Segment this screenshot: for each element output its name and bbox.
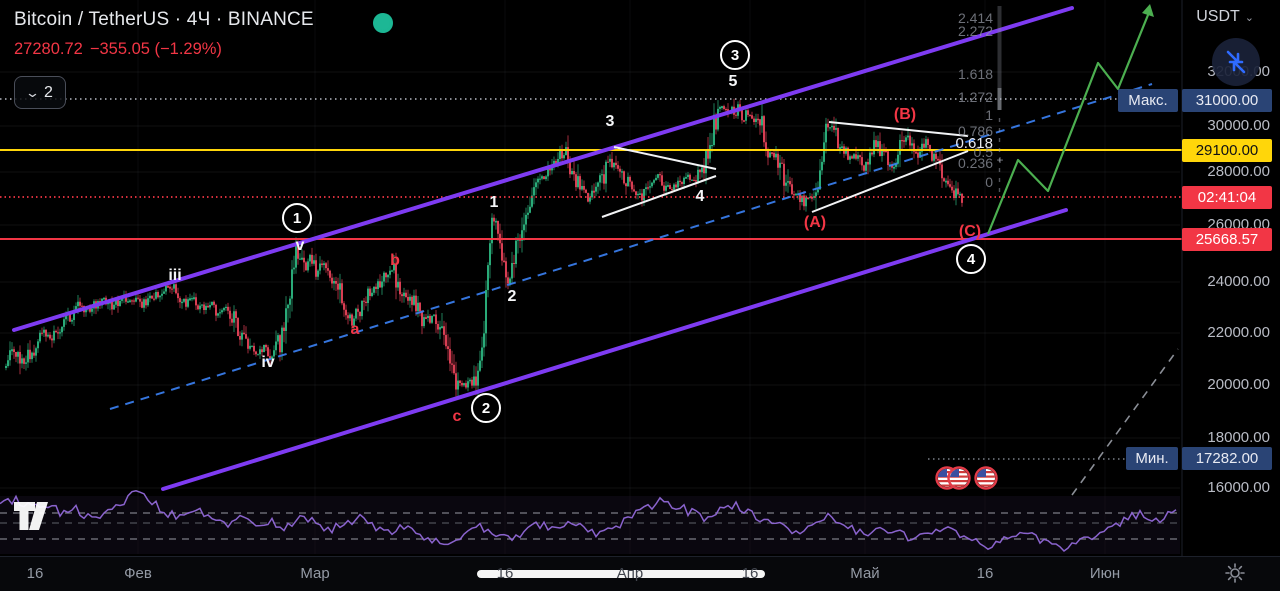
market-status-dot <box>373 13 393 33</box>
economic-event-flag-icon[interactable] <box>935 466 959 490</box>
triangle-lower-line <box>811 150 969 213</box>
elliott-wave-label: (B) <box>893 106 917 123</box>
price-axis-badge: 29100.00 <box>1182 138 1272 162</box>
price-axis-label: 16000.00 <box>1207 479 1270 496</box>
elliott-wave-label: c <box>452 408 462 425</box>
elliott-wave-label: (A) <box>803 214 827 231</box>
green-projection-path <box>986 9 1152 235</box>
green-projection-arrowhead <box>1142 4 1154 17</box>
time-axis-label: 16 <box>741 565 759 582</box>
time-axis-label: 16 <box>26 565 44 582</box>
gray-dashed-trendline <box>1071 348 1179 496</box>
currency-label: USDT <box>1196 8 1240 25</box>
collapse-arrows-icon <box>1226 50 1246 74</box>
elliott-circled-number: 4 <box>956 244 986 274</box>
price-change: −355.05 (−1.29%) <box>89 40 222 58</box>
fib-anchor-handle <box>997 88 1002 110</box>
elliott-wave-label: a <box>350 321 360 338</box>
appearance-sun-icon[interactable] <box>1224 562 1246 584</box>
elliott-wave-label: iv <box>261 354 275 371</box>
elliott-wave-label: 1 <box>489 194 499 211</box>
candle-bodies-down <box>13 104 963 390</box>
time-axis-label: 16 <box>496 565 514 582</box>
time-axis-label: Фев <box>124 565 152 582</box>
candle-wicks-down <box>13 98 963 397</box>
last-price: 27280.72 <box>14 40 83 58</box>
oscillator-pane <box>0 496 1180 554</box>
fib-level-label: 1.272 <box>957 89 993 105</box>
price-axis-label: 22000.00 <box>1207 324 1270 341</box>
price-axis-label: 30000.00 <box>1207 117 1270 134</box>
candle-wicks-up <box>5 100 961 399</box>
economic-event-flag-icon[interactable] <box>947 466 971 490</box>
oscillator-line <box>0 490 1177 552</box>
price-axis-label: 18000.00 <box>1207 429 1270 446</box>
fib-level-label: 0.236 <box>957 155 993 171</box>
triangle-upper-line <box>828 121 969 137</box>
elliott-wave-label: b <box>390 252 400 269</box>
triangle-upper-line <box>613 146 717 170</box>
elliott-wave-label: 5 <box>728 73 738 90</box>
elliott-wave-label: (C) <box>958 223 982 240</box>
chevron-down-icon: ⌄ <box>24 84 41 100</box>
price-axis-badge: 17282.00 <box>1182 446 1272 470</box>
object-tree-button[interactable]: ⌄ 2 <box>14 76 66 109</box>
fib-level-label: 0 <box>985 174 993 190</box>
fib-level-label: 0.5 <box>973 144 993 160</box>
fib-level-label: 2.272 <box>957 23 993 39</box>
last-price-row: 27280.72 −355.05 (−1.29%) <box>14 40 229 59</box>
fib-level-label: 0.786 <box>957 123 993 139</box>
object-count: 2 <box>44 83 53 101</box>
economic-event-flag-icon[interactable] <box>974 466 998 490</box>
fib-level-label: 1 <box>985 107 993 123</box>
collapse-chart-button[interactable] <box>1212 38 1260 86</box>
channel-upper-line <box>12 6 1074 332</box>
time-axis-label: Мар <box>300 565 330 582</box>
price-axis-badge: 02:41:04 <box>1182 185 1272 209</box>
elliott-wave-label: 4 <box>695 188 705 205</box>
price-axis-badge-label: Макс. <box>1118 88 1178 112</box>
elliott-circled-number: 1 <box>282 203 312 233</box>
time-axis-label: Апр <box>616 565 644 582</box>
time-axis-label: Май <box>850 565 880 582</box>
price-axis-label: 28000.00 <box>1207 163 1270 180</box>
price-axis-badge-label: Мин. <box>1126 446 1178 470</box>
currency-selector[interactable]: USDT ⌄ <box>1196 8 1254 26</box>
fib-anchor-bar <box>997 6 1002 88</box>
fib-level-label: 1.618 <box>957 66 993 82</box>
symbol-title[interactable]: Bitcoin / TetherUS · 4Ч · BINANCE <box>14 9 314 30</box>
price-axis-label: 24000.00 <box>1207 273 1270 290</box>
chevron-down-icon: ⌄ <box>1244 11 1254 24</box>
candle-bodies-up <box>5 104 961 390</box>
elliott-wave-label: 3 <box>605 113 615 130</box>
fib-level-label: 2.414 <box>957 10 993 26</box>
price-axis-badge: 31000.00 <box>1182 88 1272 112</box>
time-axis[interactable]: 16 Фев Мар 16 Апр 16 Май 16 Июн <box>0 556 1280 591</box>
tradingview-logo <box>14 502 48 530</box>
elliott-wave-label: v <box>295 237 305 254</box>
channel-lower-line <box>161 208 1068 491</box>
triangle-lower-line <box>601 175 717 218</box>
price-axis-badge: 25668.57 <box>1182 227 1272 251</box>
price-axis-label: 20000.00 <box>1207 376 1270 393</box>
time-axis-label: Июн <box>1089 565 1121 582</box>
elliott-wave-label: iii <box>168 267 182 284</box>
blue-dashed-trendline <box>109 83 1153 410</box>
fib-level-label: 0.618 <box>955 135 993 152</box>
time-axis-label: 16 <box>976 565 994 582</box>
elliott-wave-label: 2 <box>507 288 517 305</box>
horizontal-scrollbar[interactable] <box>477 570 765 578</box>
elliott-circled-number: 3 <box>720 40 750 70</box>
elliott-circled-number: 2 <box>471 393 501 423</box>
fib-tool-plus-mark: + <box>996 153 1004 167</box>
